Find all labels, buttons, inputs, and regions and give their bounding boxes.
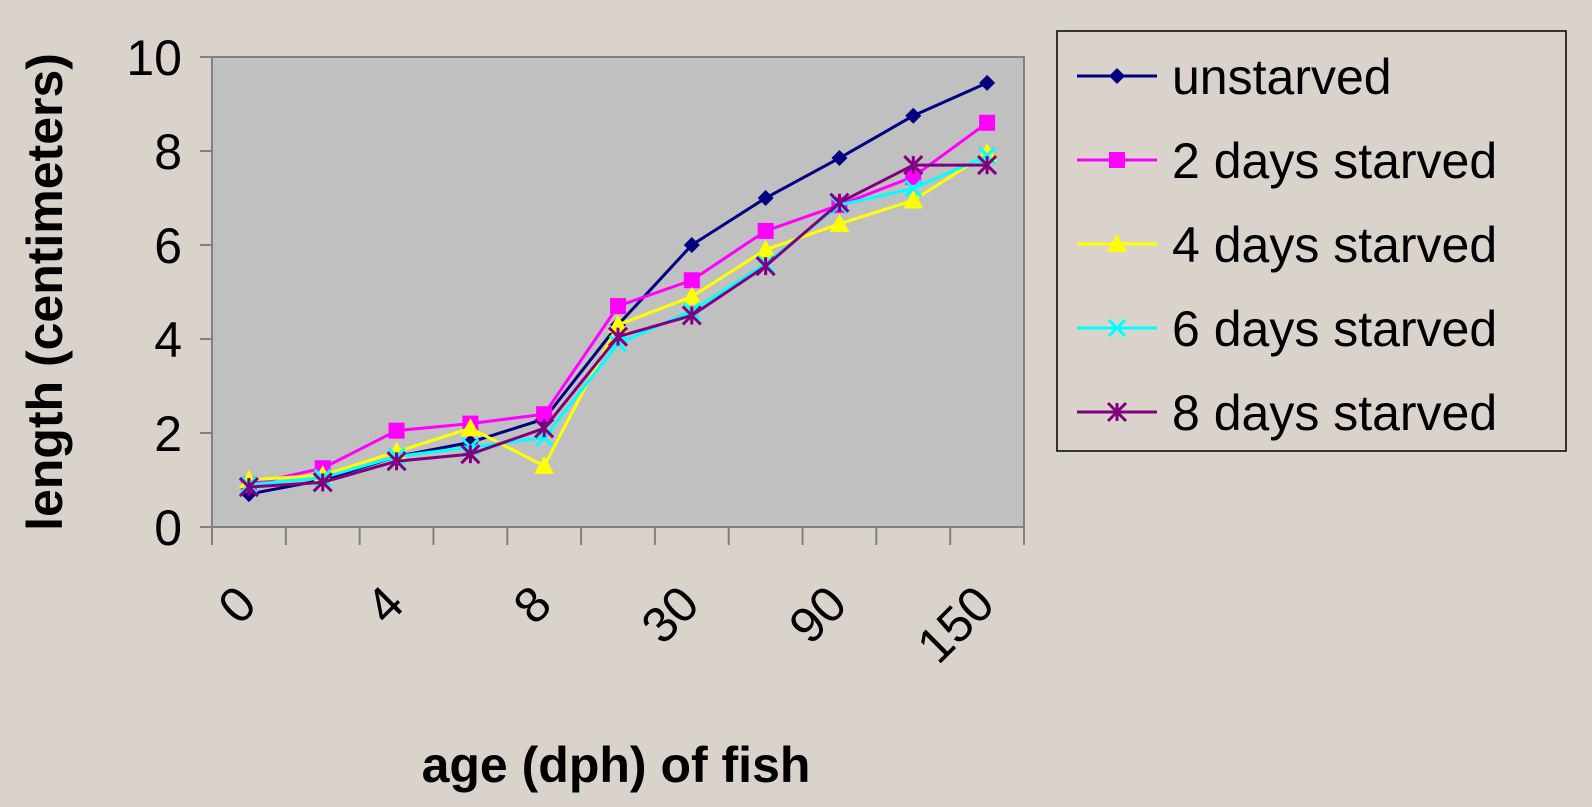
data-point (977, 155, 998, 176)
y-tick-label: 10 (126, 30, 182, 86)
data-point (607, 326, 629, 347)
data-point (904, 179, 923, 198)
legend-item: 8 days starved (1077, 385, 1497, 441)
x-tick-label: 150 (906, 575, 1005, 674)
data-point (238, 476, 259, 498)
y-tick-label: 2 (154, 406, 182, 462)
data-point (683, 272, 700, 289)
legend-item: unstarved (1077, 49, 1392, 105)
legend-marker (1109, 68, 1125, 84)
data-point (905, 168, 922, 185)
y-tick-label: 0 (154, 500, 182, 556)
data-point (757, 190, 774, 206)
legend: unstarved 2 days starved 4 days starved 6 d… (1056, 30, 1567, 452)
data-point (386, 451, 407, 472)
data-point (312, 472, 333, 493)
series-4 (238, 155, 998, 498)
data-point (608, 314, 628, 333)
legend-label: 2 days starved (1172, 133, 1497, 189)
data-point (755, 256, 776, 277)
legend-item: 2 days starved (1077, 133, 1497, 189)
data-point (829, 213, 850, 232)
data-point (534, 418, 555, 439)
series-layer (238, 74, 998, 503)
data-point (755, 239, 776, 258)
data-point (681, 286, 702, 305)
legend-label: 6 days starved (1172, 301, 1497, 357)
data-point (683, 237, 700, 253)
x-tick-label: 4 (355, 575, 414, 634)
legend-box (1056, 30, 1567, 452)
data-point (831, 150, 848, 167)
legend-item: 4 days starved (1077, 217, 1497, 273)
data-point (610, 298, 626, 315)
legend-marker (1106, 401, 1128, 423)
legend-label: 8 days starved (1172, 385, 1497, 441)
data-point (534, 455, 555, 474)
y-axis-title: length (centimeters) (17, 53, 73, 531)
data-point (388, 422, 405, 439)
x-axis-title: age (dph) of fish (422, 737, 811, 793)
y-tick-label: 6 (154, 218, 182, 274)
y-tick-label: 8 (154, 124, 182, 180)
data-point (905, 107, 922, 124)
data-point (536, 406, 553, 423)
legend-label: unstarved (1172, 49, 1392, 105)
legend-marker (1107, 234, 1127, 252)
data-point (903, 155, 924, 176)
legend-item: 6 days starved (1077, 301, 1497, 357)
data-point (979, 74, 996, 91)
data-point (460, 444, 481, 465)
data-point (757, 222, 774, 239)
y-tick-label: 4 (154, 312, 182, 368)
legend-marker (1109, 152, 1125, 168)
data-point (681, 305, 702, 326)
plot-area (211, 56, 1025, 528)
data-point (903, 190, 924, 209)
x-tick-label: 0 (207, 575, 266, 634)
data-point (460, 418, 481, 437)
x-tick-label: 8 (503, 575, 562, 634)
data-point (829, 192, 850, 213)
x-tick-label: 30 (631, 575, 710, 654)
legend-label: 4 days starved (1172, 217, 1497, 273)
data-point (979, 114, 996, 131)
legend-marker (1107, 318, 1127, 338)
x-tick-label: 90 (778, 575, 857, 654)
